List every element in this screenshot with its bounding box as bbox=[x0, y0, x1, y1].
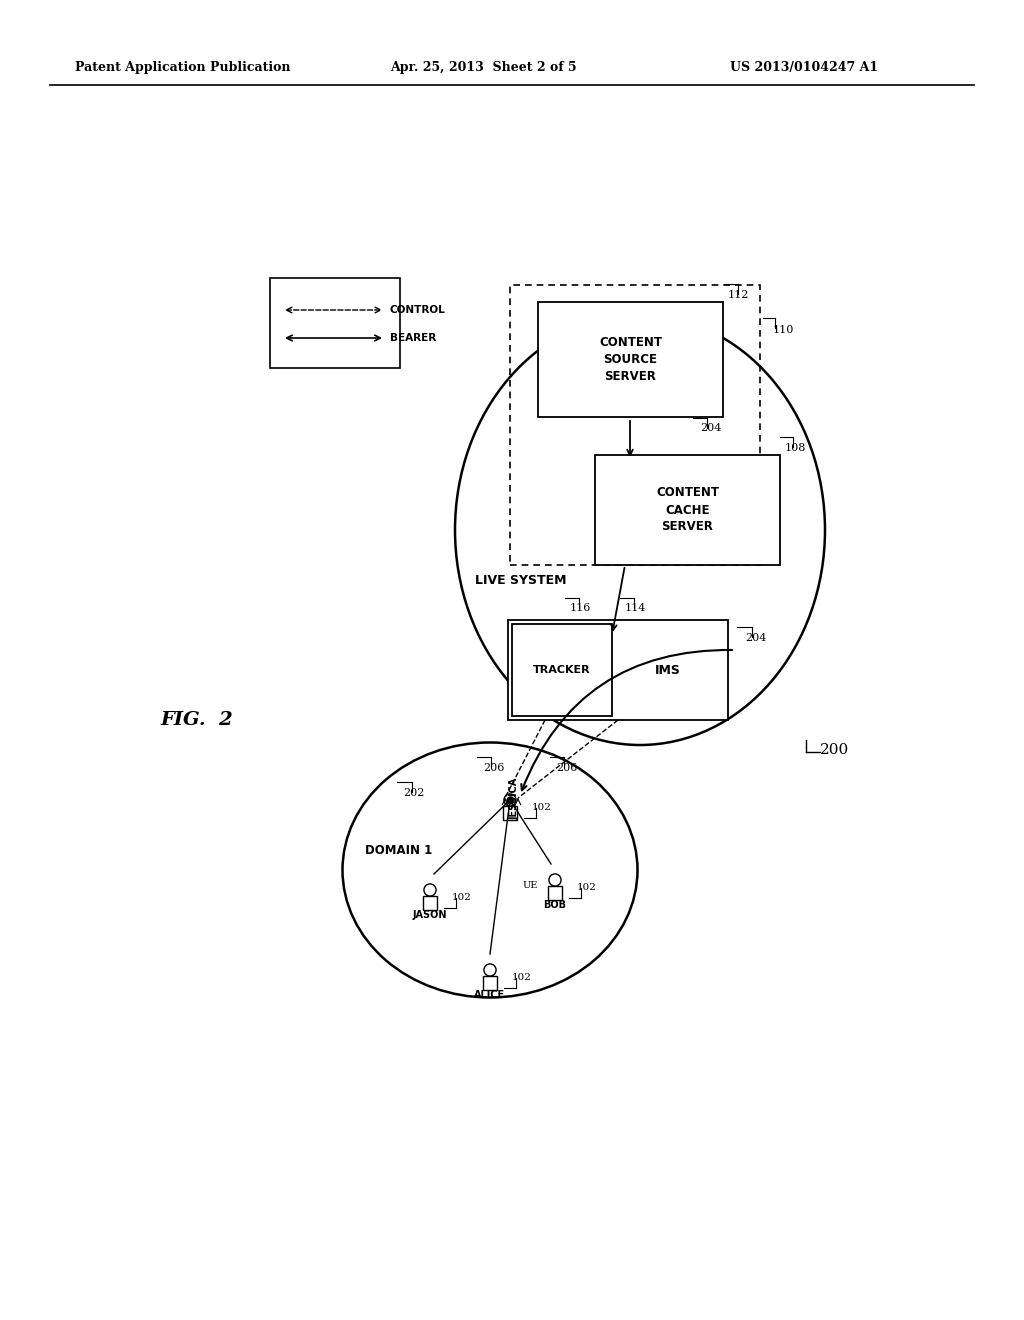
Bar bbox=[508, 620, 728, 719]
Text: 102: 102 bbox=[512, 974, 531, 982]
Text: 110: 110 bbox=[773, 325, 795, 335]
Text: BEARER: BEARER bbox=[390, 333, 436, 343]
Text: JASON: JASON bbox=[413, 909, 447, 920]
Text: BOB: BOB bbox=[544, 900, 566, 909]
Text: Apr. 25, 2013  Sheet 2 of 5: Apr. 25, 2013 Sheet 2 of 5 bbox=[390, 62, 577, 74]
Bar bbox=[423, 896, 437, 909]
Bar bbox=[510, 285, 760, 565]
Text: 102: 102 bbox=[452, 894, 472, 903]
Bar bbox=[548, 886, 562, 900]
Text: 206: 206 bbox=[483, 763, 505, 774]
Text: UE: UE bbox=[523, 880, 539, 890]
Bar bbox=[270, 279, 400, 368]
Text: US 2013/0104247 A1: US 2013/0104247 A1 bbox=[730, 62, 879, 74]
Text: LIVE SYSTEM: LIVE SYSTEM bbox=[475, 573, 566, 586]
Text: 102: 102 bbox=[532, 804, 552, 813]
Text: IMS: IMS bbox=[655, 664, 681, 676]
Bar bbox=[512, 624, 612, 715]
Text: TRACKER: TRACKER bbox=[534, 665, 591, 675]
Text: 114: 114 bbox=[625, 603, 646, 612]
Text: 202: 202 bbox=[403, 788, 424, 799]
Text: 204: 204 bbox=[700, 422, 721, 433]
Text: Patent Application Publication: Patent Application Publication bbox=[75, 62, 291, 74]
Text: 204: 204 bbox=[745, 634, 766, 643]
Text: 200: 200 bbox=[820, 743, 849, 756]
Text: ALICE: ALICE bbox=[474, 990, 506, 1001]
Text: CONTROL: CONTROL bbox=[390, 305, 445, 315]
Text: 206: 206 bbox=[556, 763, 578, 774]
Text: 112: 112 bbox=[728, 290, 750, 300]
Text: CONTENT
SOURCE
SERVER: CONTENT SOURCE SERVER bbox=[599, 337, 662, 383]
Text: JESSICA: JESSICA bbox=[510, 777, 520, 820]
Text: 116: 116 bbox=[570, 603, 592, 612]
Bar bbox=[595, 455, 780, 565]
Text: FIG.  2: FIG. 2 bbox=[160, 711, 232, 729]
Bar bbox=[483, 975, 497, 990]
Text: DOMAIN 1: DOMAIN 1 bbox=[365, 843, 432, 857]
Bar bbox=[538, 302, 723, 417]
Text: 102: 102 bbox=[577, 883, 597, 892]
Text: 108: 108 bbox=[785, 444, 806, 453]
Text: CONTENT
CACHE
SERVER: CONTENT CACHE SERVER bbox=[656, 487, 719, 533]
Bar bbox=[503, 807, 517, 820]
